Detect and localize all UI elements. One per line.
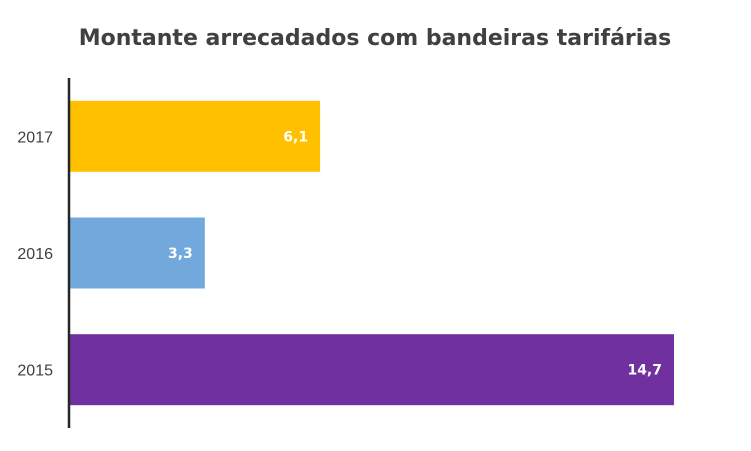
bar-2015	[69, 334, 674, 406]
bar-2016	[69, 217, 205, 289]
category-label-2016: 2016	[17, 246, 53, 263]
bars-group: 6,1 3,3 14,7	[69, 100, 674, 406]
bar-2017	[69, 100, 321, 172]
category-label-2015: 2015	[17, 363, 53, 380]
data-label-2015: 14,7	[627, 363, 662, 379]
category-labels-group: 2017 2016 2015	[17, 129, 53, 379]
data-label-2016: 3,3	[168, 246, 193, 262]
category-label-2017: 2017	[17, 129, 53, 146]
data-label-2017: 6,1	[283, 129, 308, 145]
chart-title: Montante arrecadados com bandeiras tarif…	[79, 26, 672, 51]
